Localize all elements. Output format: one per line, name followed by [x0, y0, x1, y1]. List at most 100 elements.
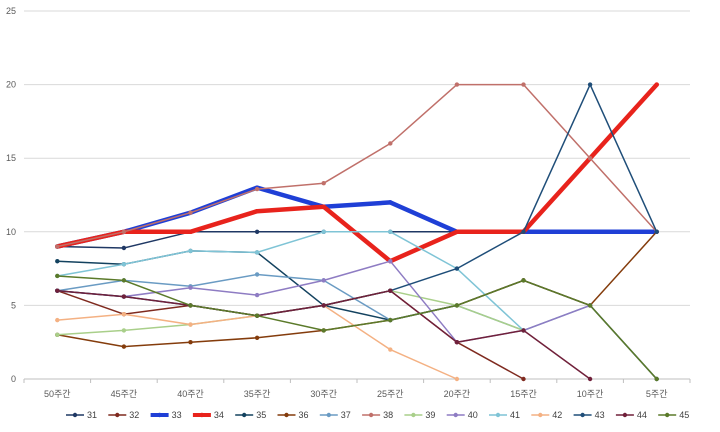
data-point-44	[587, 376, 593, 382]
x-tick-label: 25주간	[377, 389, 404, 399]
series-line-38	[56, 83, 658, 248]
legend-item-44: 44	[615, 410, 647, 420]
legend-label: 41	[510, 410, 520, 420]
legend-marker	[538, 412, 543, 418]
legend-item-40: 40	[446, 410, 478, 420]
series-34	[55, 82, 659, 264]
x-tick-label: 30주간	[310, 389, 337, 399]
data-point-31	[121, 245, 127, 251]
legend-marker	[157, 412, 162, 418]
x-tick-label: 45주간	[111, 389, 138, 399]
legend-marker	[199, 412, 205, 418]
data-point-45	[254, 313, 260, 318]
data-point-40	[321, 278, 326, 283]
data-point-41	[321, 229, 326, 234]
series-line-37	[56, 273, 591, 332]
data-point-31	[254, 229, 260, 234]
series-line-45	[56, 275, 658, 380]
series-lines	[55, 82, 659, 382]
data-point-38	[521, 82, 526, 87]
data-point-38	[55, 244, 60, 249]
legend-label: 39	[425, 410, 435, 420]
legend-item-33: 33	[150, 410, 182, 420]
data-point-45	[55, 273, 60, 279]
data-point-33	[587, 229, 593, 234]
data-point-44	[454, 340, 460, 345]
data-point-39	[121, 328, 127, 333]
data-point-36	[254, 335, 260, 340]
legend: 31 32 33 34 35 36 37 38 39 40 41 42 43 44 45	[66, 410, 689, 420]
series-line-34	[55, 82, 659, 264]
data-point-42	[454, 376, 460, 382]
series-line-43	[56, 83, 658, 317]
data-point-43	[587, 82, 593, 87]
legend-marker	[284, 412, 289, 418]
legend-label: 33	[172, 410, 182, 420]
legend-item-42: 42	[531, 410, 562, 420]
legend-marker	[495, 412, 501, 418]
legend-marker	[242, 412, 247, 418]
data-point-44	[388, 288, 393, 293]
legend-item-35: 35	[235, 410, 266, 420]
data-point-43	[454, 266, 460, 271]
legend-marker	[580, 412, 585, 418]
data-point-44	[121, 294, 127, 299]
x-tick-label: 10주간	[577, 389, 604, 399]
data-point-40	[388, 259, 393, 264]
legend-marker	[72, 412, 78, 418]
legend-marker	[411, 412, 416, 418]
y-tick-label: 20	[6, 80, 16, 90]
legend-label: 31	[87, 410, 97, 420]
x-tick-label: 35주간	[244, 389, 271, 399]
legend-item-31: 31	[66, 410, 97, 420]
legend-item-37: 37	[319, 410, 351, 420]
data-point-43	[521, 229, 526, 234]
series-33	[55, 185, 659, 249]
x-tick-label: 15주간	[510, 389, 537, 399]
data-point-40	[188, 285, 193, 290]
series-line-41	[56, 231, 525, 332]
data-point-33	[388, 200, 393, 205]
y-axis: 0 5 10 15 20 25	[6, 6, 16, 384]
data-point-38	[121, 229, 127, 234]
legend-item-41: 41	[489, 410, 520, 420]
data-point-45	[388, 317, 393, 323]
legend-label: 34	[214, 410, 224, 420]
legend-label: 45	[679, 410, 689, 420]
legend-label: 35	[256, 410, 266, 420]
data-point-38	[188, 210, 193, 215]
series-45	[55, 273, 659, 382]
data-point-37	[254, 272, 260, 277]
legend-item-39: 39	[404, 410, 435, 420]
data-point-38	[254, 186, 260, 192]
legend-label: 32	[129, 410, 139, 420]
legend-marker	[665, 412, 670, 418]
data-point-45	[654, 376, 659, 382]
legend-item-45: 45	[658, 410, 689, 420]
legend-marker	[115, 412, 120, 418]
data-point-45	[454, 303, 460, 308]
data-point-45	[321, 328, 326, 333]
data-point-45	[587, 303, 593, 308]
data-point-41	[121, 261, 127, 267]
data-point-44	[321, 303, 326, 308]
y-tick-label: 0	[11, 374, 16, 384]
legend-item-32: 32	[108, 410, 139, 420]
y-tick-label: 5	[11, 300, 16, 310]
series-35	[55, 248, 659, 382]
legend-marker	[622, 412, 628, 418]
legend-label: 38	[383, 410, 393, 420]
data-point-41	[188, 248, 193, 254]
data-point-38	[454, 82, 460, 87]
legend-marker	[326, 412, 331, 418]
data-point-38	[587, 156, 593, 161]
legend-label: 37	[341, 410, 351, 420]
x-tick-label: 20주간	[444, 389, 471, 399]
data-point-32	[521, 376, 526, 382]
legend-item-38: 38	[362, 410, 393, 420]
gridlines	[24, 10, 690, 380]
data-point-43	[654, 229, 659, 234]
y-tick-label: 25	[6, 6, 16, 16]
legend-label: 44	[637, 410, 647, 420]
